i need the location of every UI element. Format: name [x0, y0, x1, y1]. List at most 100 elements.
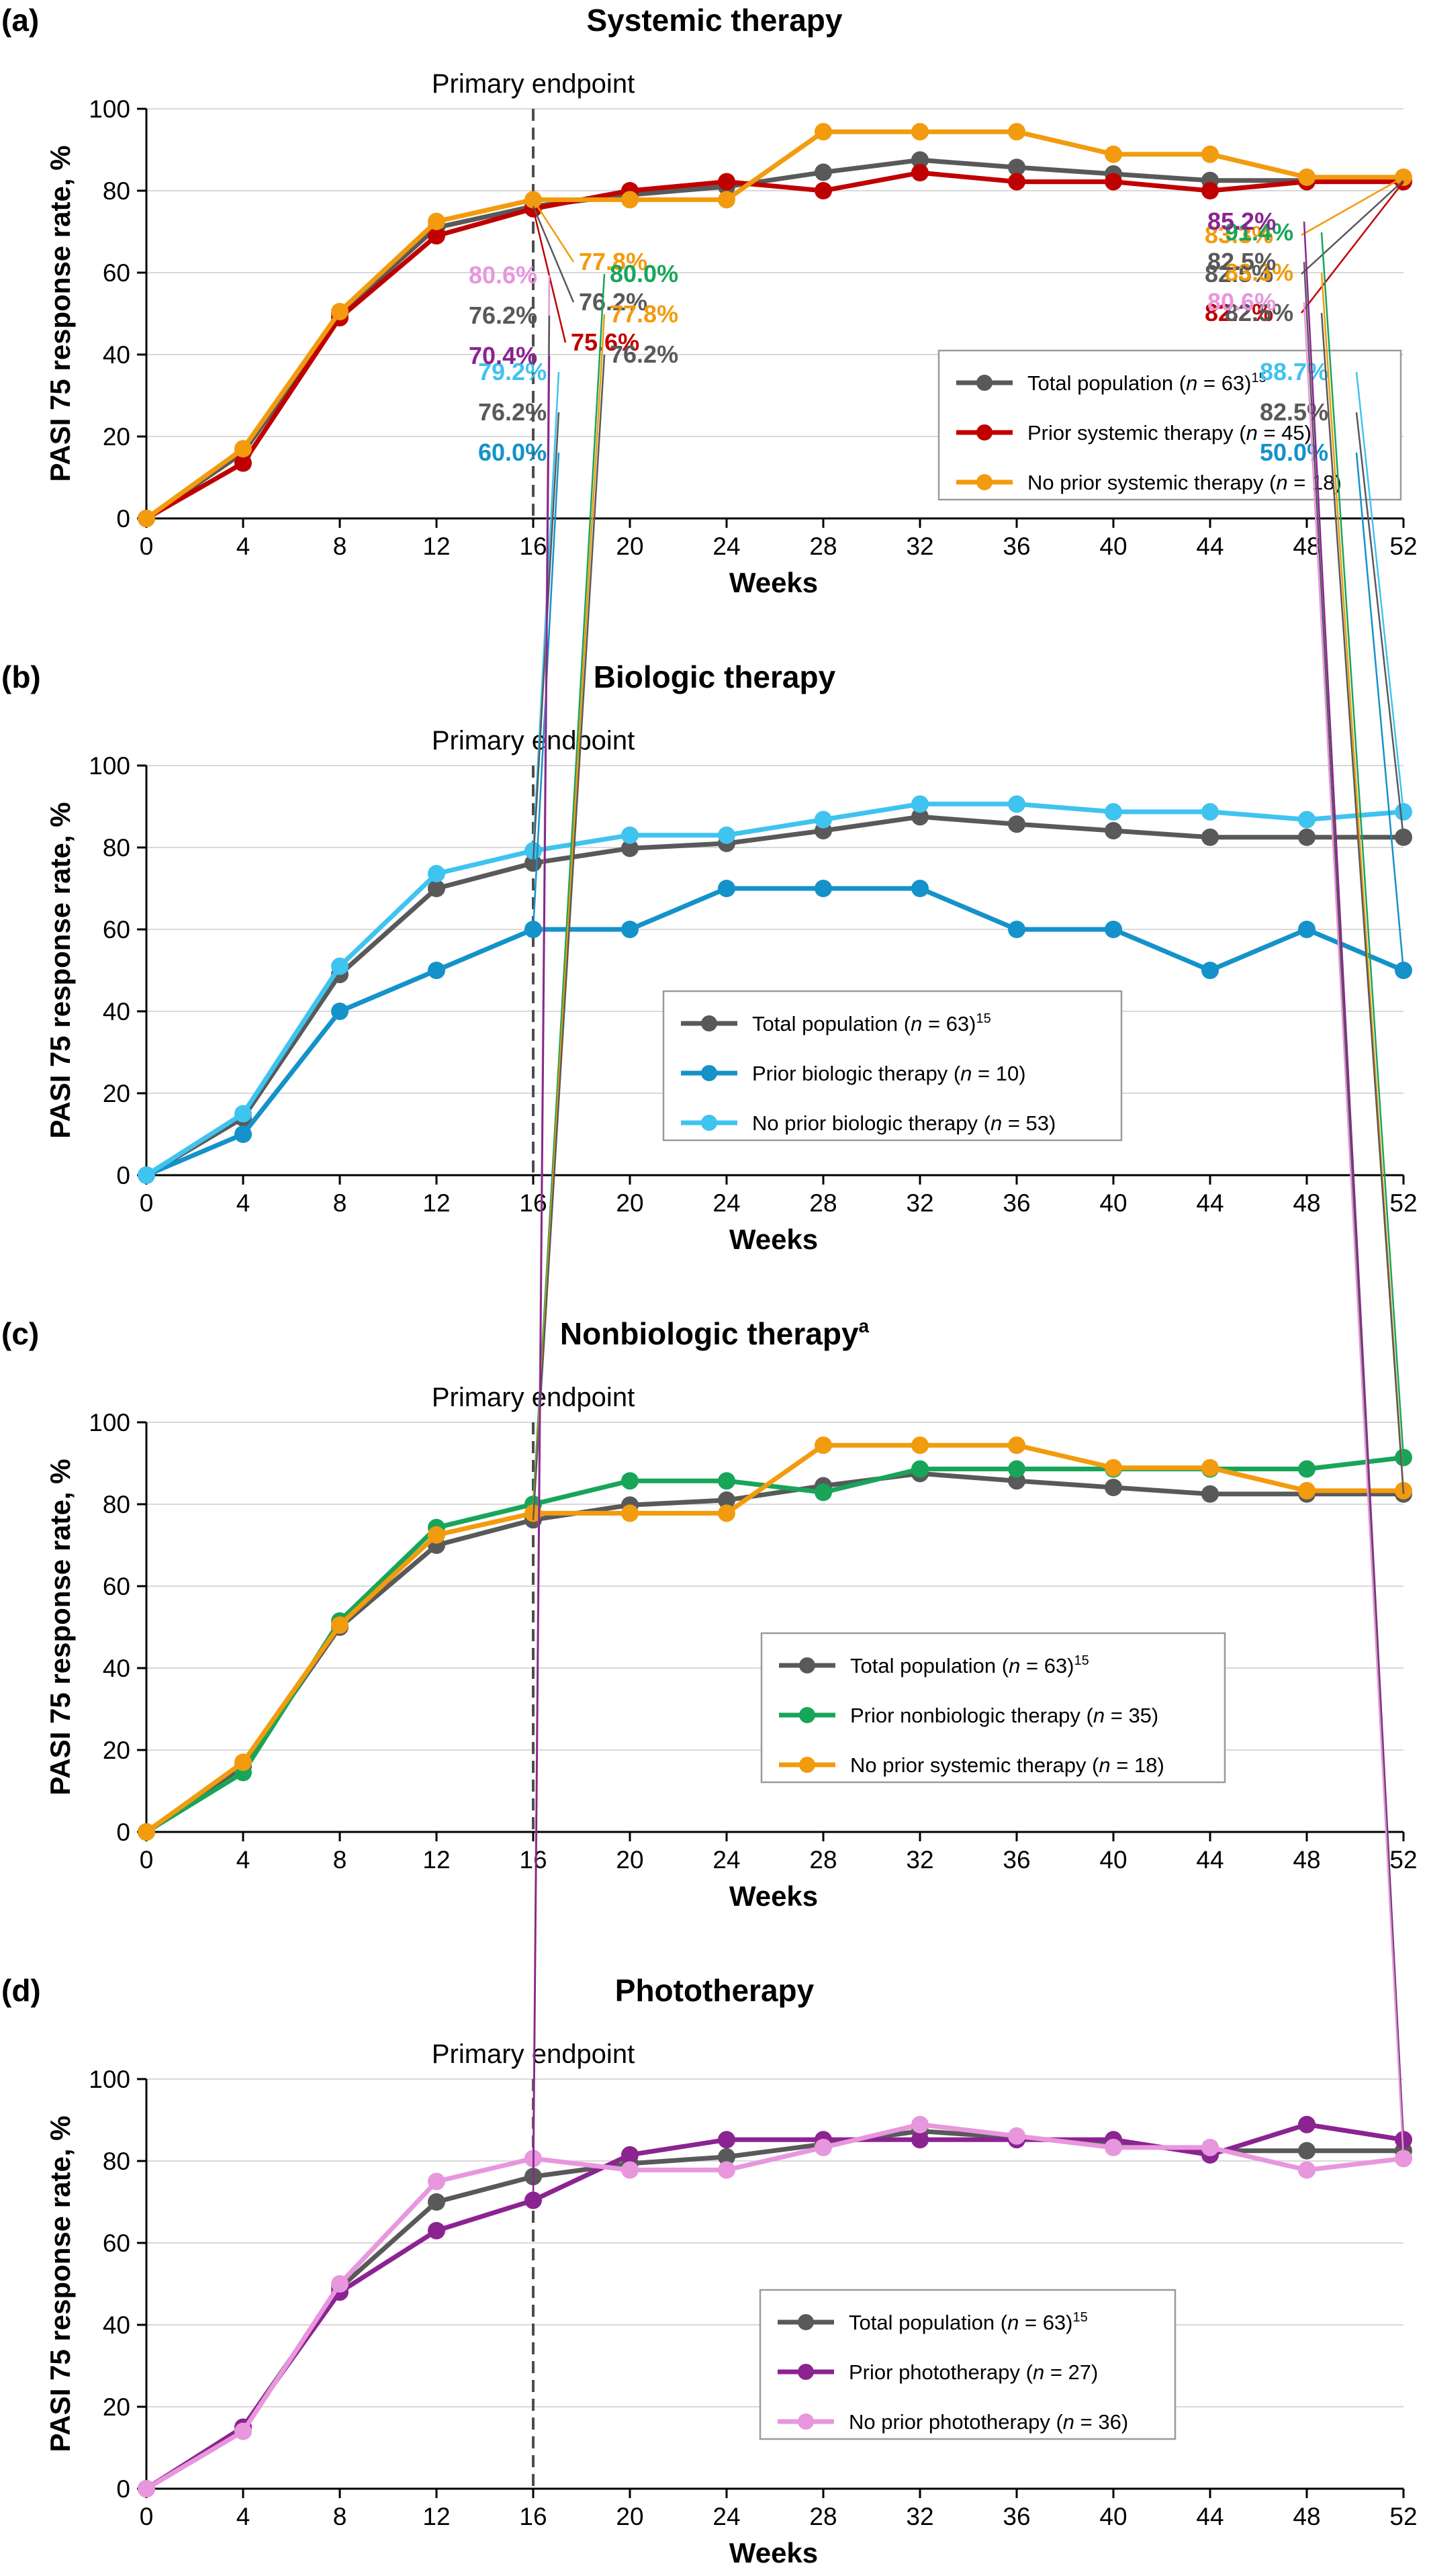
series-line [145, 801, 1404, 1177]
y-tick-label: 60 [103, 916, 130, 944]
y-tick-label: 60 [103, 2229, 130, 2257]
data-point [1201, 1459, 1219, 1477]
callout-label: 80.0% [610, 260, 678, 287]
legend-swatch-marker [799, 1707, 815, 1723]
x-tick-label: 28 [809, 1846, 837, 1874]
legend-count: = 35) [1105, 1704, 1158, 1727]
data-point [911, 1436, 929, 1455]
legend-name: Prior nonbiologic therapy ( [850, 1704, 1094, 1727]
data-point [1105, 1459, 1122, 1477]
legend-n: n [960, 1062, 972, 1085]
data-point [428, 865, 445, 883]
data-point [1008, 1460, 1025, 1478]
chart-title: Phototherapy [615, 1973, 815, 2008]
data-point [234, 440, 252, 458]
legend-swatch-marker [701, 1115, 717, 1131]
data-point [621, 921, 639, 938]
y-tick-label: 100 [89, 2066, 130, 2093]
legend-box [662, 990, 1123, 1142]
data-point [1201, 962, 1219, 979]
data-point [1298, 168, 1316, 186]
chart-title: Biologic therapy [594, 659, 836, 694]
legend-swatch-marker [798, 2364, 814, 2380]
legend-box [937, 349, 1402, 501]
y-tick-label: 20 [103, 1080, 130, 1107]
legend-n: n [1007, 2311, 1019, 2334]
data-point [1105, 145, 1122, 163]
legend-swatch-marker [976, 474, 993, 490]
callout-label: 82.5% [1207, 248, 1276, 275]
legend-superscript: 15 [976, 1011, 991, 1026]
legend-name: Total population ( [850, 1654, 1009, 1677]
legend-count: = 18) [1111, 1753, 1164, 1777]
x-tick-label: 20 [616, 1189, 643, 1217]
legend-superscript: 15 [1074, 1653, 1089, 1668]
x-axis-title: Weeks [729, 1224, 818, 1255]
callout-leader-line [532, 199, 575, 263]
x-tick-label: 32 [906, 1189, 933, 1217]
series-line [145, 2122, 1404, 2491]
x-tick-label: 24 [712, 1189, 740, 1217]
callout-label: 76.2% [469, 302, 537, 329]
callout-label: 85.2% [1207, 208, 1276, 235]
data-point [911, 2115, 929, 2133]
data-point [1298, 1460, 1316, 1478]
legend-entry: Prior systemic therapy (n = 45) [1027, 421, 1311, 445]
data-point [234, 2422, 252, 2440]
legend-swatch-marker [976, 375, 993, 391]
data-point [1008, 123, 1025, 141]
x-tick-label: 0 [140, 533, 154, 560]
callout-label: 76.2% [579, 288, 647, 316]
x-tick-label: 40 [1099, 1189, 1127, 1217]
data-point [138, 510, 155, 527]
y-tick-label: 20 [103, 423, 130, 451]
data-point [621, 1504, 639, 1522]
legend-superscript: 15 [1073, 2310, 1088, 2325]
primary-endpoint-label: Primary endpoint [432, 1383, 635, 1412]
data-point [815, 880, 832, 897]
legend-swatch-marker [799, 1757, 815, 1773]
x-tick-label: 48 [1293, 1846, 1320, 1874]
legend-entry: No prior phototherapy (n = 36) [849, 2410, 1128, 2434]
data-point [718, 191, 735, 209]
data-point [428, 962, 445, 979]
data-point [1105, 921, 1122, 938]
data-point [718, 2161, 735, 2179]
legend-count: = 36) [1074, 2410, 1128, 2434]
x-tick-label: 36 [1003, 2503, 1030, 2530]
callout-leader-line [532, 354, 606, 1520]
data-point [911, 1460, 929, 1478]
y-tick-label: 40 [103, 341, 130, 369]
legend-n: n [1099, 1753, 1110, 1777]
legend-n: n [990, 1111, 1002, 1135]
primary-endpoint-label: Primary endpoint [432, 726, 635, 755]
data-point [428, 2193, 445, 2211]
data-point [621, 839, 639, 858]
callout-label: 83.3% [1205, 221, 1273, 248]
y-tick-label: 60 [103, 259, 130, 287]
chart-title-text: Phototherapy [615, 1973, 815, 2008]
legend-n: n [1186, 371, 1197, 395]
chart-title-text: Nonbiologic therapy [560, 1316, 859, 1351]
y-tick-label: 100 [89, 752, 130, 780]
data-point [331, 1003, 349, 1020]
x-tick-label: 36 [1003, 1189, 1030, 1217]
legend-n: n [1246, 421, 1258, 445]
chart-title: Systemic therapy [587, 3, 843, 38]
callout-label: 83.3% [1225, 259, 1293, 286]
data-point [718, 826, 735, 844]
y-tick-label: 0 [116, 1162, 130, 1189]
callout-leader-line [1301, 176, 1404, 236]
data-point [621, 191, 639, 209]
x-tick-label: 44 [1196, 1189, 1224, 1217]
y-tick-label: 40 [103, 1655, 130, 1682]
data-point [1201, 2138, 1219, 2156]
x-tick-label: 24 [712, 2503, 740, 2530]
panel-letter: (a) [1, 3, 39, 38]
legend-name: Total population ( [849, 2311, 1008, 2334]
callout-label: 88.7% [1260, 358, 1328, 385]
y-tick-label: 40 [103, 998, 130, 1025]
data-point [1298, 2115, 1316, 2133]
x-tick-label: 48 [1293, 2503, 1320, 2530]
